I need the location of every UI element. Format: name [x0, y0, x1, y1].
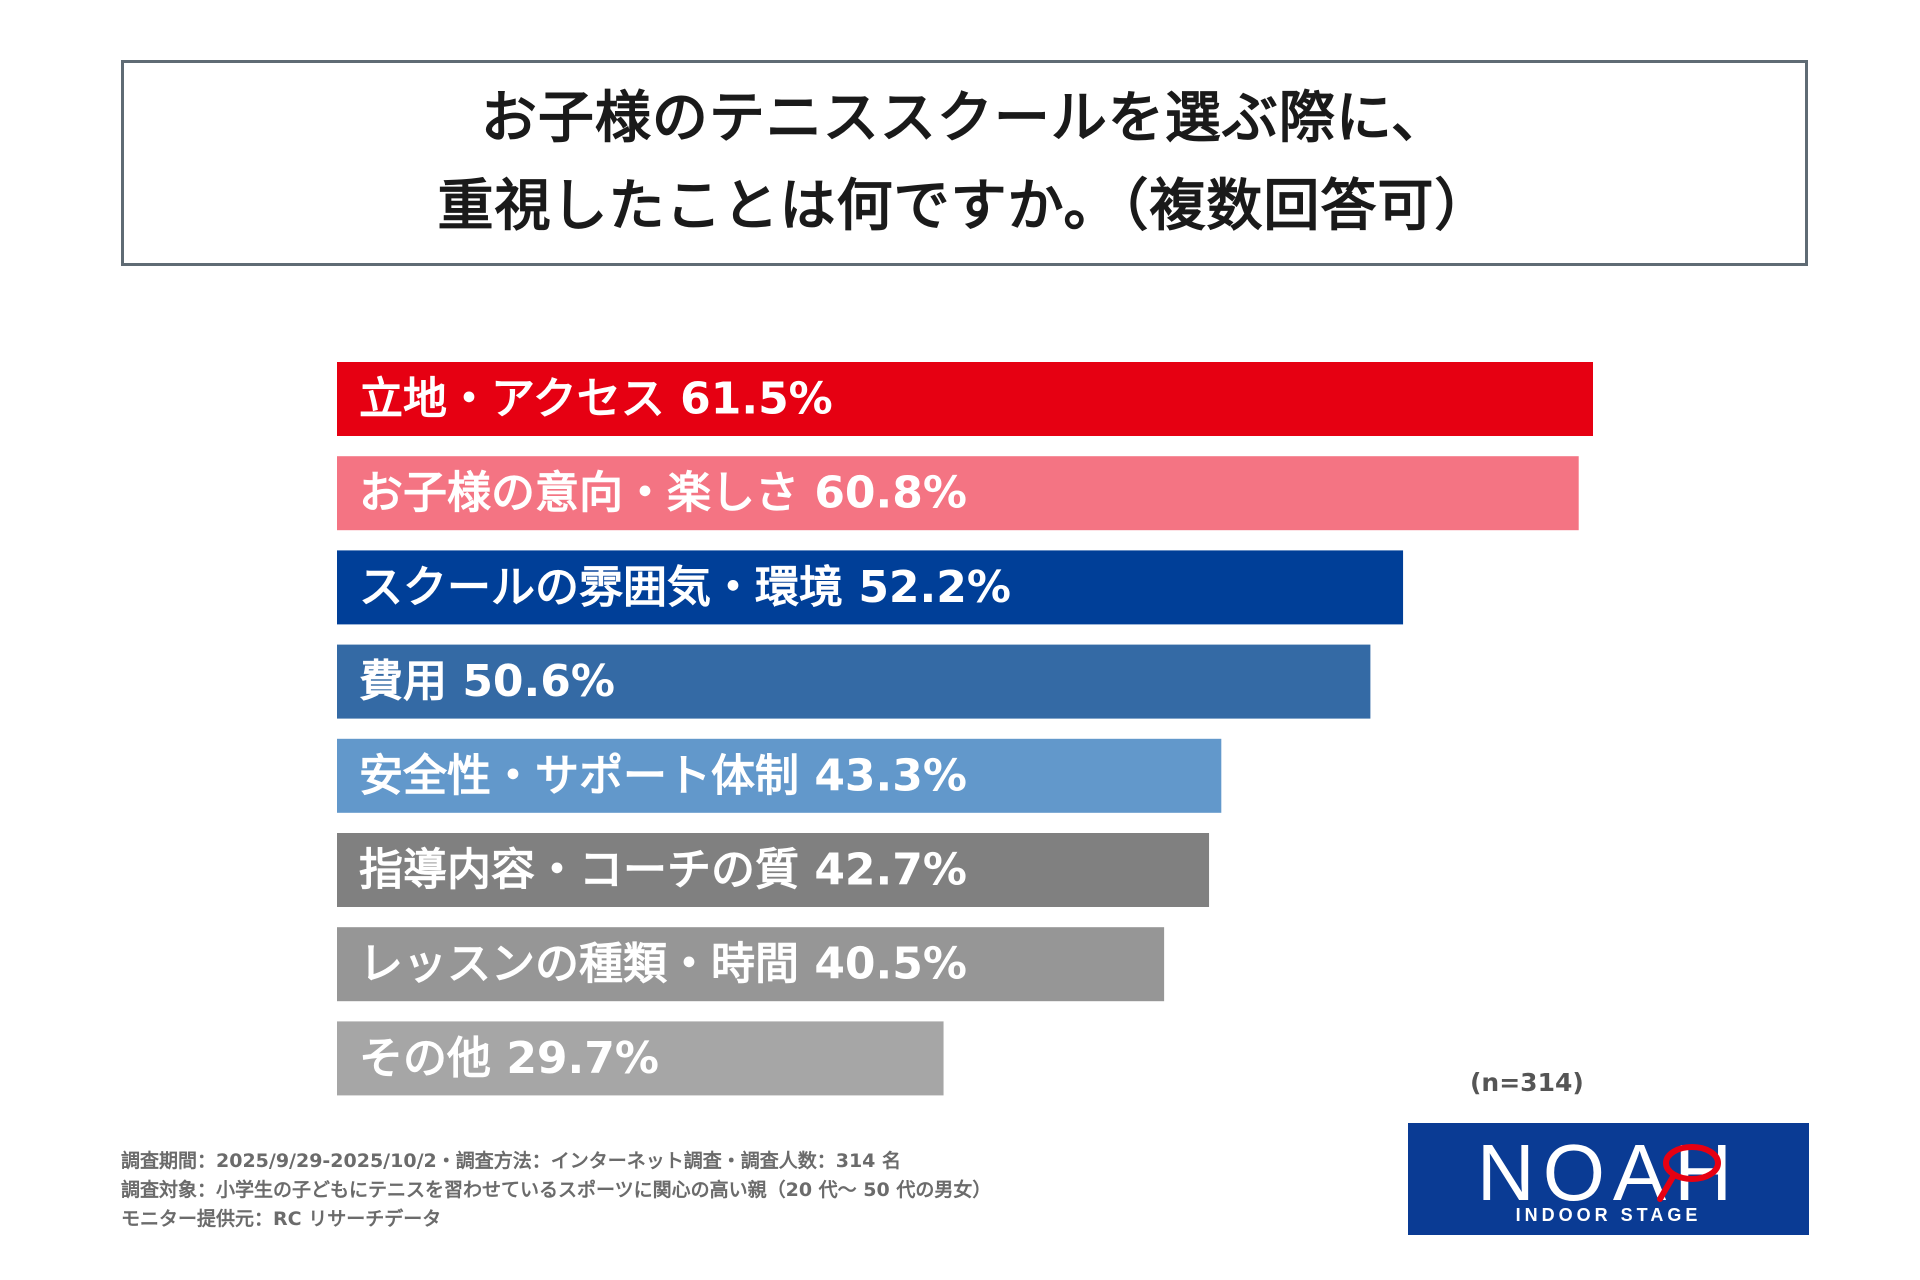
bar-label-5: 安全性・サポート体制 43.3% [359, 750, 967, 801]
bar-label-2: お子様の意向・楽しさ 60.8% [359, 468, 967, 519]
logo-subtitle: INDOOR STAGE [1515, 1205, 1702, 1225]
bar-label-3: スクールの雰囲気・環境 52.2% [359, 562, 1011, 613]
bar-6 [337, 833, 1210, 907]
footnote-monitor-source: モニター提供元：RC リサーチデータ [121, 1208, 442, 1230]
bar-4 [337, 644, 1371, 719]
bar-label-6: 指導内容・コーチの質 42.7% [359, 845, 967, 896]
noah-logo: NOAH INDOOR STAGE [1408, 1123, 1809, 1235]
footnotes: 調査期間：2025/9/29-2025/10/2・調査方法：インターネット調査・… [121, 1147, 991, 1234]
bar-3 [337, 550, 1404, 625]
footnote-survey-target: 調査対象：小学生の子どもにテニスを習わせているスポーツに関心の高い親（20 代～… [121, 1179, 992, 1201]
title-line-2: 重視したことは何ですか。（複数回答可） [437, 174, 1492, 239]
title-box: お子様のテニススクールを選ぶ際に、 重視したことは何ですか。（複数回答可） [121, 60, 1808, 266]
bar-label-7: レッスンの種類・時間 40.5% [359, 939, 967, 990]
bar-2 [337, 456, 1579, 531]
bar-7 [337, 927, 1165, 1002]
bar-chart: 立地・アクセス 61.5% お子様の意向・楽しさ 60.8% スクールの雰囲気・環境… [337, 362, 1593, 1096]
bar-5 [337, 738, 1222, 813]
tennis-racket-icon [1657, 1144, 1721, 1202]
sample-size: (n=314) [1470, 1068, 1584, 1097]
title-line-1: お子様のテニススクールを選ぶ際に、 [480, 86, 1449, 151]
bar-1 [337, 362, 1593, 436]
bar-label-1: 立地・アクセス 61.5% [359, 374, 833, 425]
bar-label-8: その他 29.7% [359, 1033, 659, 1084]
logo-wordmark: NOAH [1476, 1128, 1741, 1217]
footnote-survey-period: 調査期間：2025/9/29-2025/10/2・調査方法：インターネット調査・… [121, 1150, 902, 1172]
bar-8 [337, 1021, 944, 1096]
bar-label-4: 費用 50.6% [359, 656, 615, 707]
